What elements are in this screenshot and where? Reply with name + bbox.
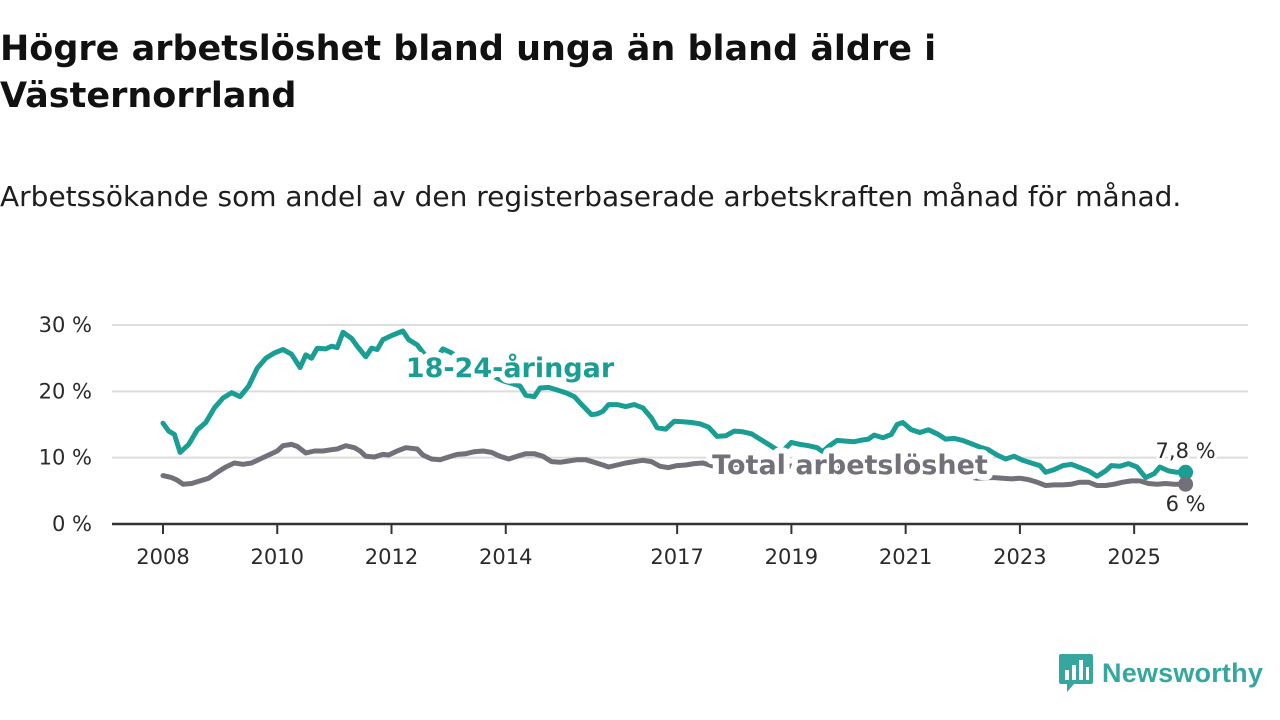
chart-subtitle: Arbetssökande som andel av den registerb… — [0, 180, 1182, 213]
series-end-marker-youth — [1178, 464, 1194, 480]
brand-name: Newsworthy — [1102, 657, 1264, 688]
y-tick-label: 30 % — [39, 313, 92, 337]
x-tick-label: 2014 — [479, 545, 532, 569]
x-tick-label: 2019 — [765, 545, 818, 569]
series-end-marker-total — [1178, 476, 1194, 492]
x-tick-label: 2017 — [650, 545, 703, 569]
x-tick-label: 2008 — [136, 545, 189, 569]
y-tick-label: 20 % — [39, 379, 92, 403]
gridlines — [112, 324, 1248, 459]
x-tick-label: 2021 — [879, 545, 932, 569]
series-line-total — [160, 441, 1189, 488]
end-value-label-total: 6 % — [1166, 492, 1206, 516]
series-label-youth: 18-24-åringar — [406, 352, 615, 384]
x-axis: 2008 2010 2012 2014 2017 2019 2021 2023 2025 — [112, 522, 1248, 569]
end-value-label-youth: 7,8 % — [1156, 439, 1216, 463]
x-tick-label: 2010 — [251, 545, 304, 569]
newsworthy-logo: Newsworthy — [1058, 652, 1263, 694]
series-labels: 18-24-åringar Total arbetslöshet 7,8 % 6 % — [400, 346, 1219, 519]
x-tick-label: 2025 — [1107, 545, 1160, 569]
chart-title: Högre arbetslöshet bland unga än bland ä… — [0, 29, 937, 116]
y-axis-ticks: 0 % 10 % 20 % 30 % — [39, 313, 92, 536]
y-tick-label: 10 % — [39, 446, 92, 470]
x-tick-label: 2012 — [365, 545, 418, 569]
x-tick-label: 2023 — [993, 545, 1046, 569]
newsworthy-chart-icon — [1059, 654, 1093, 692]
series-lines — [160, 328, 1194, 492]
series-line-youth — [160, 328, 1189, 481]
y-tick-label: 0 % — [52, 512, 92, 536]
series-label-total: Total arbetslöshet — [712, 450, 988, 481]
